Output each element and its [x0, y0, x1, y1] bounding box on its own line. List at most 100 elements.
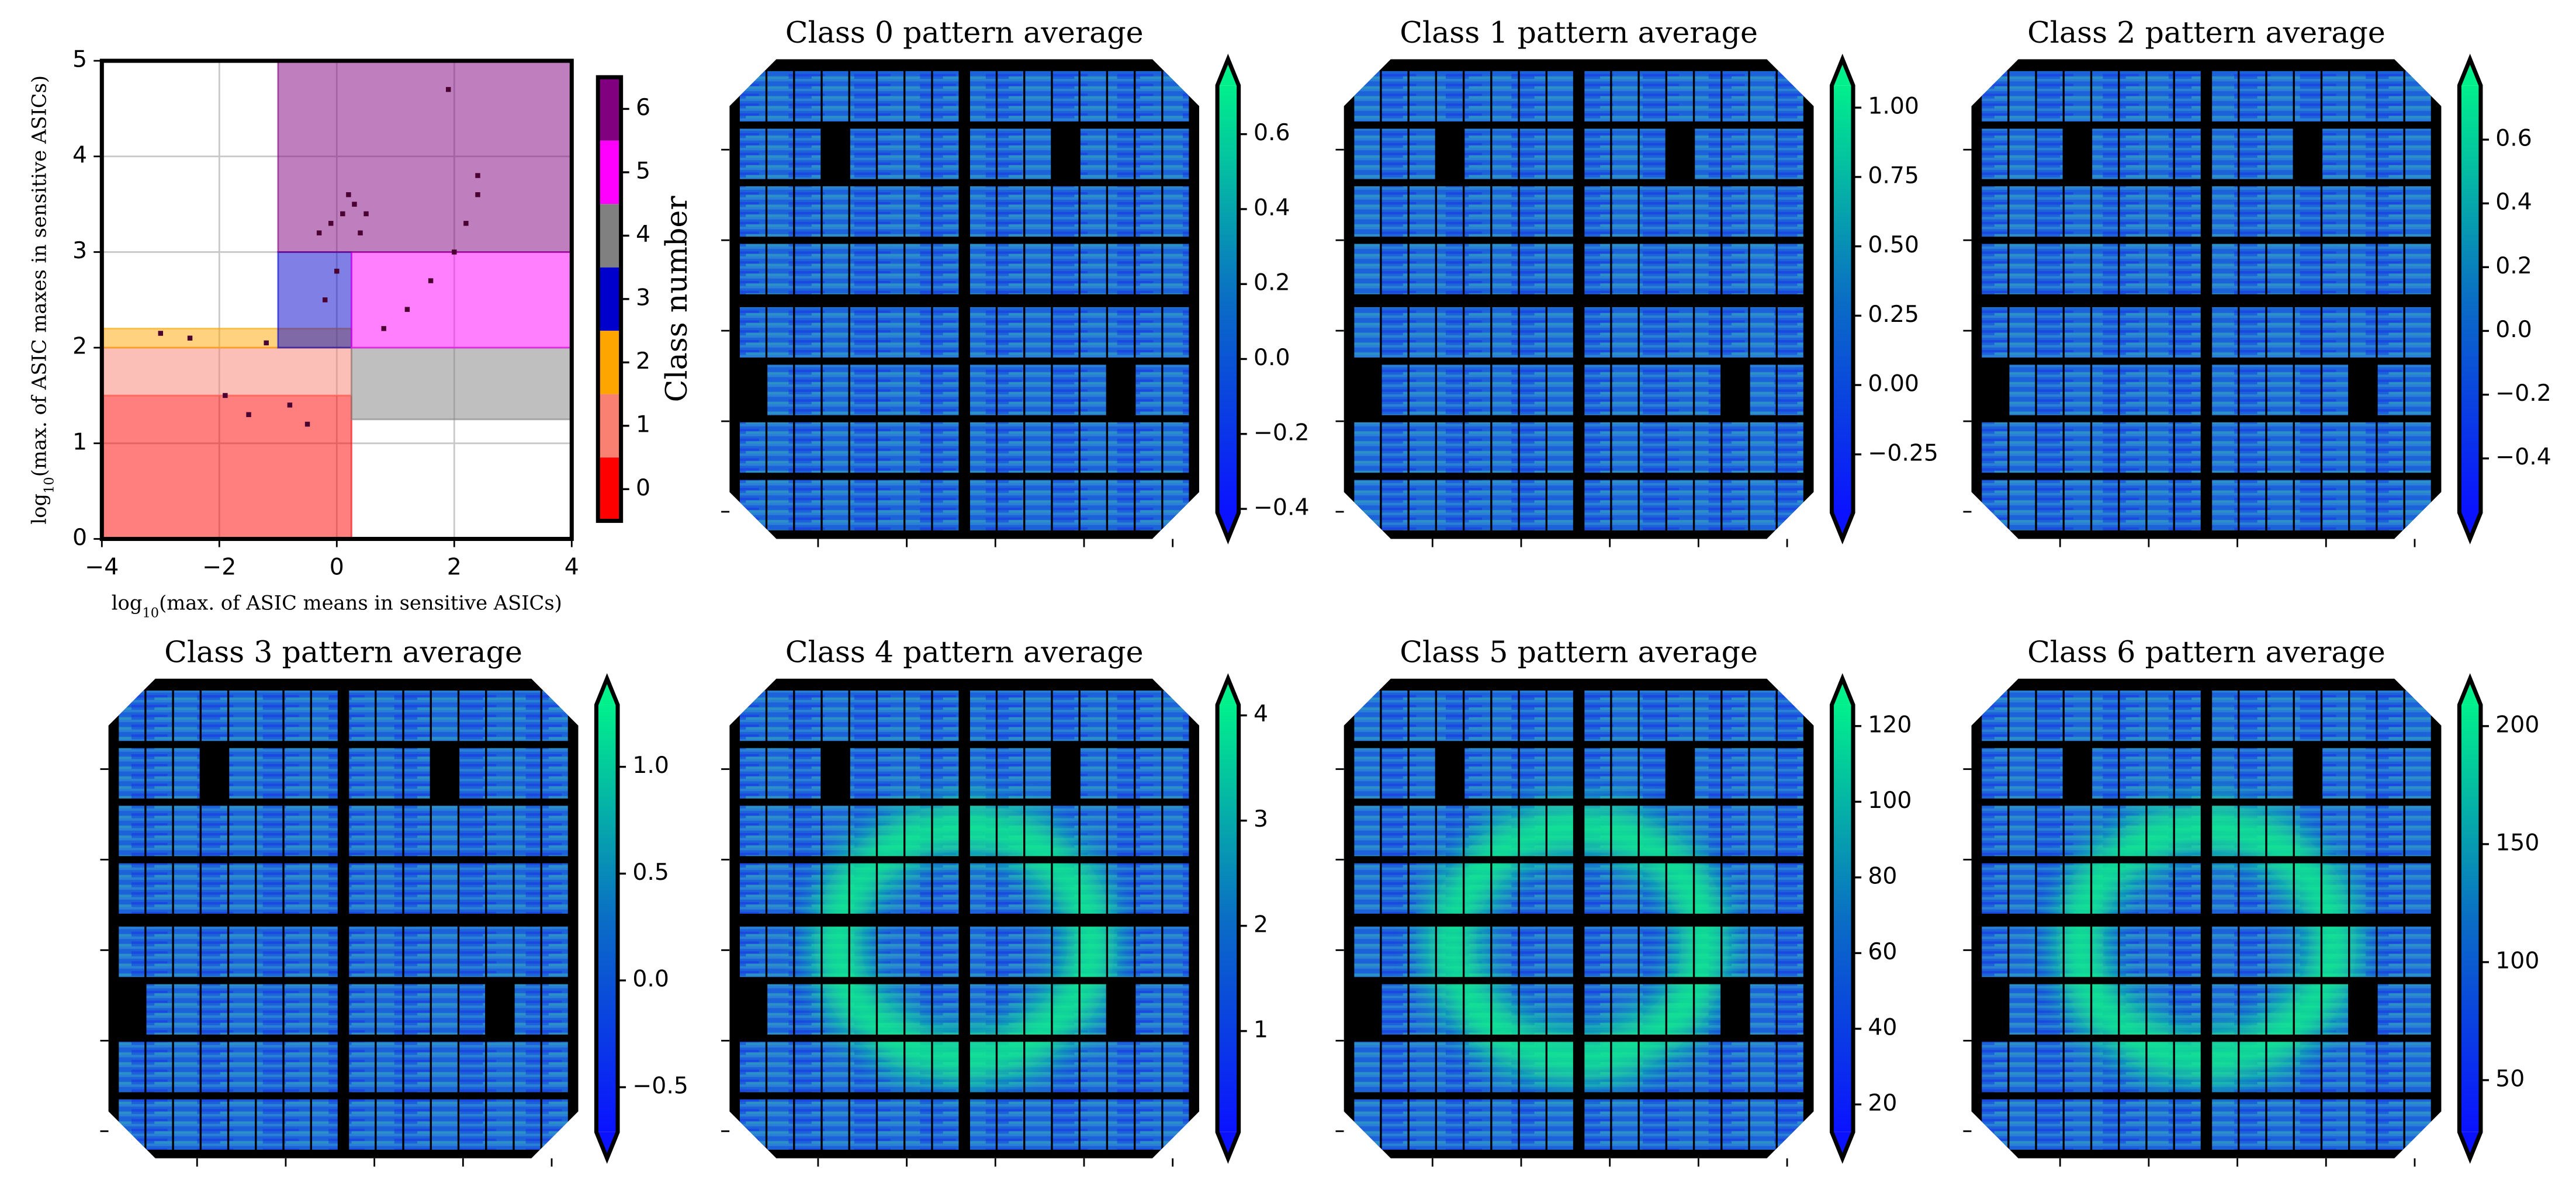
- class-region: [351, 251, 573, 349]
- point: [304, 421, 310, 427]
- point: [463, 221, 469, 226]
- label-part: (max. of ASIC means in sensitive ASICs): [159, 591, 562, 614]
- x-tick-label: 0: [330, 554, 344, 581]
- colorbar-swatch: [598, 77, 621, 141]
- colorbar-extend: [1831, 678, 1854, 705]
- colorbar-tick-label: 0.0: [632, 966, 669, 993]
- colorbar: [1831, 705, 1854, 1132]
- colorbar-tick-label: 0.50: [1868, 231, 1919, 258]
- colorbar: [1217, 705, 1239, 1132]
- colorbar-tick-label: 1: [636, 411, 650, 438]
- colorbar-swatch: [598, 267, 621, 331]
- colorbar-tick-label: 3: [636, 284, 650, 311]
- colorbar-tick-label: −0.2: [2495, 380, 2551, 407]
- colorbar-tick-label: 60: [1868, 938, 1897, 965]
- y-tick-label: 4: [72, 141, 87, 168]
- colorbar-extend: [2459, 59, 2481, 86]
- point: [358, 230, 363, 235]
- point: [246, 412, 251, 417]
- colorbar-tick-label: 0.2: [2495, 252, 2532, 279]
- x-tick-label: 2: [447, 554, 462, 581]
- y-tick-label: 2: [72, 333, 87, 360]
- colorbar-swatch: [598, 457, 621, 521]
- point: [334, 268, 340, 274]
- point: [404, 307, 410, 312]
- label-part: 10: [142, 605, 159, 620]
- colorbar-tick-label: 5: [636, 157, 650, 184]
- colorbar-tick-label: −0.4: [1254, 494, 1310, 521]
- colorbar-swatch: [598, 140, 621, 204]
- colorbar-extend: [1831, 1132, 1854, 1158]
- colorbar-tick-label: 0.4: [2495, 189, 2532, 216]
- colorbar-tick-label: −0.25: [1868, 439, 1938, 466]
- class-region: [277, 60, 573, 253]
- colorbar-tick-label: 0.4: [1254, 194, 1290, 221]
- colorbar-tick-label: 0.0: [1254, 344, 1290, 371]
- colorbar-tick-label: 150: [2495, 829, 2539, 856]
- colorbar-tick-label: 0: [636, 474, 650, 501]
- point: [381, 326, 386, 331]
- point: [158, 331, 164, 336]
- colorbar-tick-label: 40: [1868, 1014, 1897, 1040]
- colorbar-frame: [1215, 53, 1241, 544]
- colorbar-extend: [596, 678, 618, 705]
- colorbar-extend: [2459, 678, 2481, 705]
- point: [363, 211, 369, 217]
- colorbar-tick-label: 1.0: [632, 752, 669, 779]
- axis-label: log10(max. of ASIC maxes in sensitive AS…: [28, 75, 57, 525]
- colorbar: [2459, 705, 2481, 1132]
- colorbar-tick-label: 100: [1868, 787, 1912, 814]
- colorbar-extend: [1217, 512, 1239, 539]
- x-tick-label: 4: [565, 554, 579, 581]
- point: [340, 211, 345, 217]
- colorbar-tick-label: 2: [636, 348, 650, 374]
- point: [452, 249, 457, 255]
- point: [264, 340, 269, 346]
- colorbar-frame: [594, 673, 620, 1164]
- y-tick-label: 3: [72, 237, 87, 264]
- colorbar-swatch: [598, 331, 621, 394]
- colorbar-tick-label: 0.25: [1868, 301, 1919, 328]
- colorbar-tick-label: 4: [636, 221, 650, 248]
- axes-frame: [99, 58, 574, 542]
- colorbar-tick-label: 1: [1254, 1016, 1268, 1043]
- colorbar-swatch: [598, 394, 621, 458]
- panel-title: Class 2 pattern average: [2027, 15, 2385, 50]
- colorbar-swatch: [598, 204, 621, 268]
- colorbar-tick-label: 0.0: [2495, 316, 2532, 343]
- axis-label: log10(max. of ASIC means in sensitive AS…: [112, 591, 562, 620]
- panel-title: Class 3 pattern average: [164, 634, 522, 669]
- colorbar-extend: [1831, 512, 1854, 539]
- colorbar-extend: [1217, 1132, 1239, 1158]
- colorbar-tick-label: 120: [1868, 711, 1912, 738]
- y-tick-label: 0: [72, 524, 87, 551]
- point: [187, 335, 193, 341]
- colorbar-label: Class number: [659, 196, 694, 403]
- colorbar: [596, 705, 618, 1132]
- label-part: (max. of ASIC maxes in sensitive ASICs): [28, 75, 51, 477]
- colorbar-tick-label: 200: [2495, 711, 2539, 738]
- class-region: [101, 394, 352, 540]
- panel-title: Class 0 pattern average: [785, 15, 1144, 50]
- point: [346, 192, 351, 197]
- point: [316, 230, 322, 235]
- class-region: [351, 346, 573, 421]
- colorbar-tick-label: 0.5: [632, 859, 669, 886]
- colorbar-frame: [1830, 673, 1855, 1164]
- colorbar-tick-label: 0.6: [2495, 125, 2532, 152]
- colorbar-tick-label: 1.00: [1868, 93, 1919, 120]
- y-tick-label: 1: [72, 428, 87, 455]
- colorbar-frame: [2457, 53, 2483, 544]
- point: [475, 192, 480, 197]
- colorbar-tick-label: 50: [2495, 1065, 2525, 1092]
- colorbar-tick-label: 2: [1254, 911, 1268, 938]
- point: [328, 221, 334, 226]
- panel-title: Class 5 pattern average: [1400, 634, 1758, 669]
- colorbar-extend: [1831, 59, 1854, 86]
- class-region: [277, 251, 352, 349]
- x-tick-label: −2: [202, 554, 236, 581]
- colorbar: [1831, 85, 1854, 513]
- colorbar-tick-label: 100: [2495, 947, 2539, 974]
- point: [322, 297, 328, 303]
